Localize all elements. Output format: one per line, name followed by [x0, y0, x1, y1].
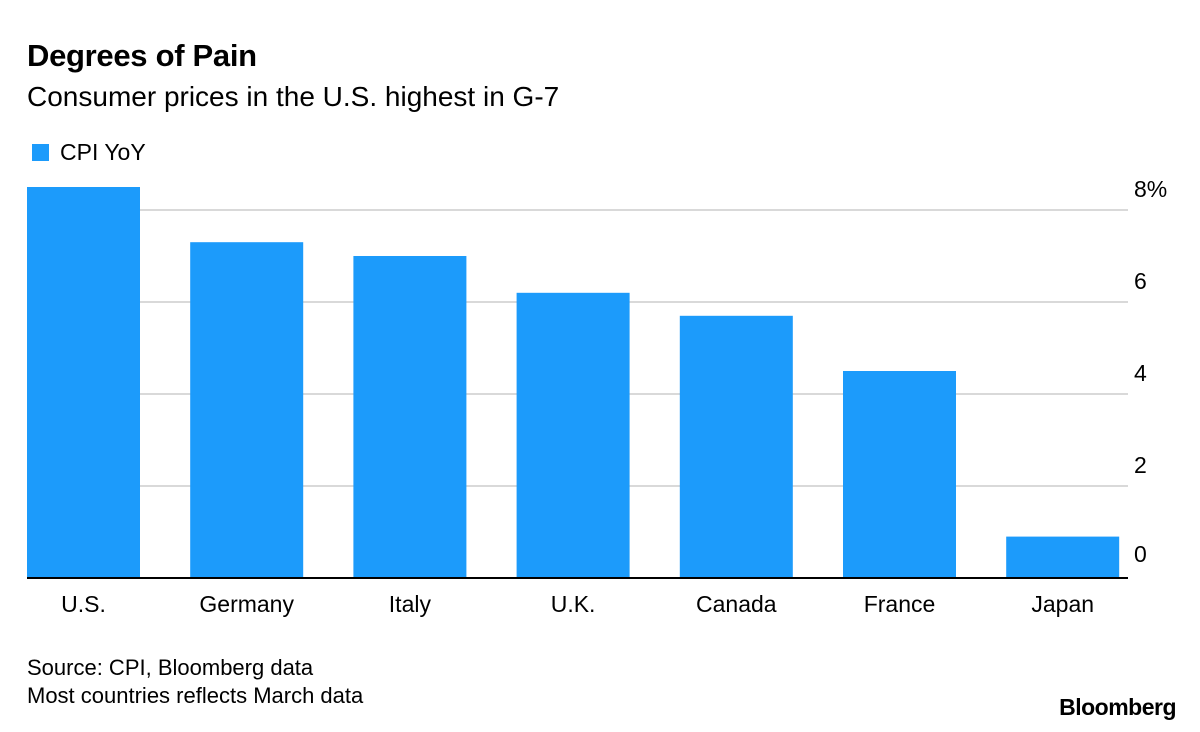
- bar: [27, 187, 140, 578]
- x-tick-label: U.K.: [551, 591, 596, 617]
- bar: [679, 315, 793, 578]
- bar: [353, 256, 467, 578]
- source-note: Source: CPI, Bloomberg data: [27, 655, 314, 680]
- data-note: Most countries reflects March data: [27, 683, 364, 708]
- legend: CPI YoY: [32, 139, 146, 166]
- bloomberg-logo: Bloomberg: [1059, 694, 1176, 720]
- bar: [843, 371, 956, 578]
- x-tick-label: France: [864, 591, 936, 617]
- x-tick-label: U.S.: [61, 591, 106, 617]
- chart-title: Degrees of Pain: [27, 38, 257, 73]
- y-tick-label: 6: [1134, 268, 1147, 294]
- bar: [1006, 536, 1120, 578]
- bar: [516, 292, 630, 578]
- x-tick-label: Canada: [696, 591, 777, 617]
- bar: [190, 242, 304, 578]
- chart-subtitle: Consumer prices in the U.S. highest in G…: [27, 81, 560, 112]
- x-tick-label: Italy: [389, 591, 432, 617]
- y-tick-label: 4: [1134, 360, 1147, 386]
- x-tick-label: Germany: [199, 591, 294, 617]
- legend-label: CPI YoY: [60, 139, 146, 165]
- y-tick-label: 0: [1134, 541, 1147, 567]
- x-tick-label: Japan: [1031, 591, 1094, 617]
- y-tick-label: 2: [1134, 452, 1147, 478]
- legend-swatch: [32, 144, 49, 161]
- y-tick-label: 8%: [1134, 176, 1167, 202]
